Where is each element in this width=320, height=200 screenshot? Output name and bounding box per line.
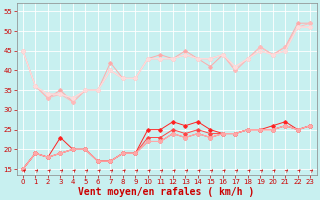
X-axis label: Vent moyen/en rafales ( km/h ): Vent moyen/en rafales ( km/h ): [78, 187, 255, 197]
